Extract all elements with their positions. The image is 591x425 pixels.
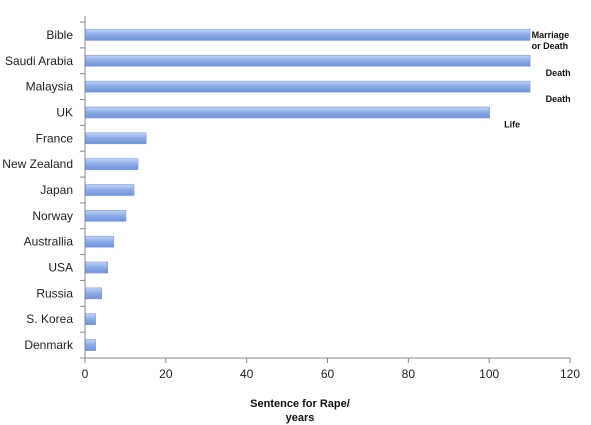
category-label: USA bbox=[48, 261, 73, 275]
bar-france bbox=[85, 132, 147, 145]
bar-australlia bbox=[85, 235, 115, 248]
annotation-malaysia: Death bbox=[546, 94, 571, 104]
x-tick-label: 120 bbox=[560, 367, 580, 381]
category-label: Saudi Arabia bbox=[5, 54, 73, 68]
x-tick-label: 100 bbox=[479, 367, 499, 381]
bar-bible bbox=[85, 29, 531, 41]
x-axis-label-line-2: years bbox=[286, 412, 315, 424]
bar-japan bbox=[85, 184, 135, 196]
bar-usa bbox=[85, 261, 109, 274]
category-label: Denmark bbox=[24, 338, 74, 352]
x-axis-label-line-1: Sentence for Rape/ bbox=[250, 398, 350, 410]
category-label: Australlia bbox=[24, 235, 74, 249]
annotation-saudi-arabia: Death bbox=[546, 68, 571, 78]
category-label: Russia bbox=[36, 286, 73, 300]
bar-denmark bbox=[85, 339, 96, 351]
x-tick-label: 20 bbox=[159, 367, 173, 381]
x-tick-label: 40 bbox=[240, 367, 254, 381]
x-tick-label: 80 bbox=[402, 367, 416, 381]
category-label: Norway bbox=[32, 209, 73, 223]
bars bbox=[85, 29, 531, 351]
category-label: Japan bbox=[40, 183, 73, 197]
bar-new-zealand bbox=[85, 158, 139, 170]
bar-malaysia bbox=[85, 80, 531, 93]
annotation-bible: or Death bbox=[532, 41, 569, 51]
annotation-bible: Marriage bbox=[532, 30, 570, 40]
category-label: Bible bbox=[46, 28, 73, 42]
bar-saudi-arabia bbox=[85, 54, 531, 67]
annotation-uk: Life bbox=[504, 120, 520, 130]
category-label: UK bbox=[56, 105, 73, 119]
x-tick-label: 0 bbox=[82, 367, 89, 381]
category-labels: Bible Saudi Arabia Malaysia UK France New Zea… bbox=[2, 28, 74, 352]
category-label: S. Korea bbox=[26, 312, 73, 326]
category-label: New Zealand bbox=[2, 157, 73, 171]
bar-russia bbox=[85, 287, 102, 300]
bar-uk bbox=[85, 106, 490, 119]
bar-norway bbox=[85, 210, 127, 222]
x-tick-label: 60 bbox=[321, 367, 335, 381]
category-label: France bbox=[36, 131, 74, 145]
bar-s-korea bbox=[85, 313, 96, 326]
x-axis-ticks: 0 20 40 60 80 100 120 bbox=[80, 21, 580, 381]
category-label: Malaysia bbox=[26, 80, 74, 94]
